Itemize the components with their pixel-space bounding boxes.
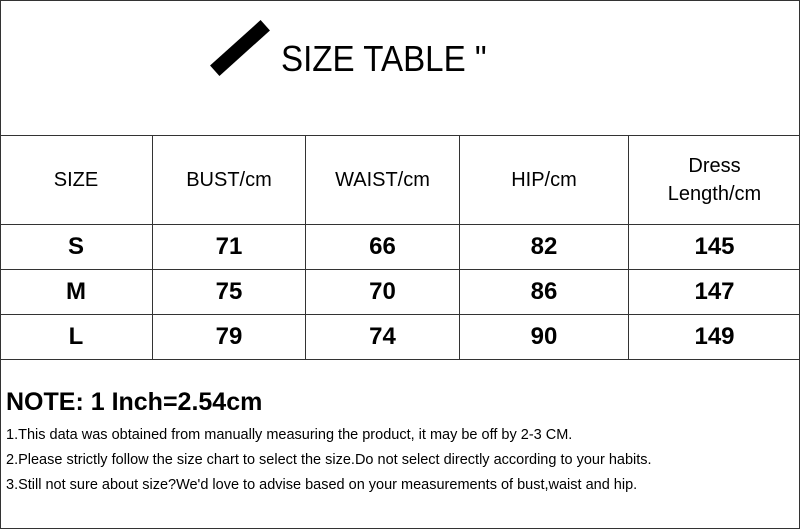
cell: 145 bbox=[628, 224, 800, 270]
table-row: L 79 74 90 149 bbox=[0, 314, 800, 360]
table-row: S 71 66 82 145 bbox=[0, 224, 800, 270]
note-item: 1.This data was obtained from manually m… bbox=[6, 427, 573, 443]
table-header-row: SIZE BUST/cm WAIST/cm HIP/cm Dress Lengt… bbox=[0, 135, 800, 225]
notes-section: NOTE: 1 Inch=2.54cm 1.This data was obta… bbox=[6, 388, 652, 498]
cell: 71 bbox=[152, 224, 306, 270]
slash-decoration-icon bbox=[210, 20, 270, 76]
header-size: SIZE bbox=[0, 135, 153, 225]
header-waist: WAIST/cm bbox=[305, 135, 460, 225]
cell: 74 bbox=[305, 314, 460, 360]
cell: 82 bbox=[459, 224, 629, 270]
cell: 79 bbox=[152, 314, 306, 360]
cell: 70 bbox=[305, 269, 460, 315]
cell: L bbox=[0, 314, 153, 360]
note-item: 2.Please strictly follow the size chart … bbox=[6, 452, 652, 468]
cell: S bbox=[0, 224, 153, 270]
header-bust: BUST/cm bbox=[152, 135, 306, 225]
cell: 149 bbox=[628, 314, 800, 360]
table-row: M 75 70 86 147 bbox=[0, 269, 800, 315]
cell: M bbox=[0, 269, 153, 315]
header-dress-length-label: Dress Length/cm bbox=[667, 155, 762, 205]
header-dress-length: Dress Length/cm bbox=[628, 135, 800, 225]
cell: 66 bbox=[305, 224, 460, 270]
note-item: 3.Still not sure about size?We'd love to… bbox=[6, 477, 638, 493]
cell: 75 bbox=[152, 269, 306, 315]
header-hip: HIP/cm bbox=[459, 135, 629, 225]
cell: 147 bbox=[628, 269, 800, 315]
cell: 90 bbox=[459, 314, 629, 360]
page-title: SIZE TABLE " bbox=[281, 38, 487, 79]
cell: 86 bbox=[459, 269, 629, 315]
note-title: NOTE: 1 Inch=2.54cm bbox=[6, 388, 263, 416]
title-area: SIZE TABLE " bbox=[0, 0, 800, 135]
size-table: SIZE BUST/cm WAIST/cm HIP/cm Dress Lengt… bbox=[0, 135, 800, 360]
